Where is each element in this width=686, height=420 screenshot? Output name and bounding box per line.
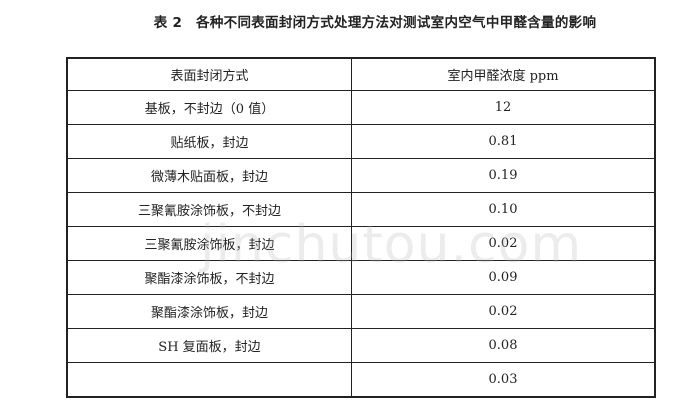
cell-method: 基板，不封边（0 值） (66, 90, 352, 125)
cell-method: 三聚氰胺涂饰板，不封边 (66, 192, 352, 227)
header-sealing-method: 表面封闭方式 (66, 57, 352, 91)
table-row: SH 复面板，封边 0.08 (66, 328, 656, 363)
cell-value: 0.03 (351, 362, 656, 398)
cell-value: 12 (351, 90, 656, 125)
table-row: 基板，不封边（0 值） 12 (66, 90, 656, 125)
cell-value: 0.09 (351, 260, 656, 295)
cell-method: 聚酯漆涂饰板，封边 (66, 294, 352, 329)
cell-value: 0.10 (351, 192, 656, 227)
table-row: 聚酯漆涂饰板，不封边 0.09 (66, 260, 656, 295)
cell-value: 0.08 (351, 328, 656, 363)
cell-method: 聚酯漆涂饰板，不封边 (66, 260, 352, 295)
cell-method: 三聚氰胺涂饰板，封边 (66, 226, 352, 261)
cell-value: 0.81 (351, 124, 656, 159)
table-row: 三聚氰胺涂饰板，封边 0.02 (66, 226, 656, 261)
formaldehyde-table: 表面封闭方式 室内甲醛浓度 ppm 基板，不封边（0 值） 12 贴纸板，封边 0.… (66, 57, 656, 398)
cell-value: 0.19 (351, 158, 656, 193)
table-row: 三聚氰胺涂饰板，不封边 0.10 (66, 192, 656, 227)
header-formaldehyde-concentration: 室内甲醛浓度 ppm (351, 57, 656, 91)
table-header-row: 表面封闭方式 室内甲醛浓度 ppm (66, 57, 656, 91)
cell-method: 微薄木贴面板，封边 (66, 158, 352, 193)
table-row: 0.03 (66, 362, 656, 398)
table-row: 聚酯漆涂饰板，封边 0.02 (66, 294, 656, 329)
cell-value: 0.02 (351, 226, 656, 261)
cell-method: 贴纸板，封边 (66, 124, 352, 159)
table-row: 贴纸板，封边 0.81 (66, 124, 656, 159)
cell-method (66, 362, 352, 398)
table-caption: 表 2 各种不同表面封闭方式处理方法对测试室内空气中甲醛含量的影响 (153, 15, 597, 31)
table-row: 微薄木贴面板，封边 0.19 (66, 158, 656, 193)
cell-method: SH 复面板，封边 (66, 328, 352, 363)
cell-value: 0.02 (351, 294, 656, 329)
